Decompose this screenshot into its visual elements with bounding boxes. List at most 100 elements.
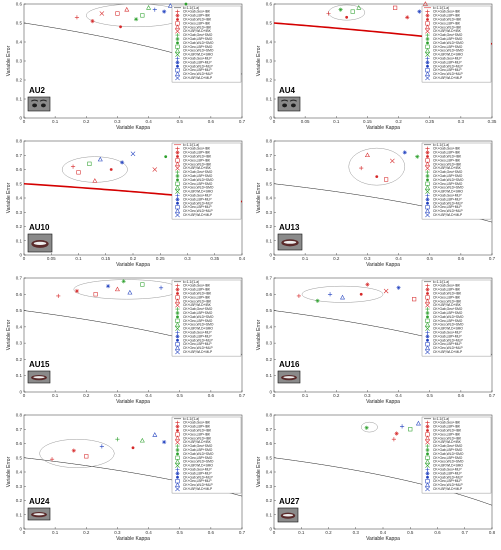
marker-plus <box>175 56 180 61</box>
x-tick-label: 0.1 <box>52 393 59 398</box>
x-tick-label: 0.3 <box>114 119 121 124</box>
legend-entry: CK+Geo,WLD+SMO <box>183 49 214 53</box>
legend-entry: CK+Geo,WLD+MLP <box>183 209 213 213</box>
legend: k=1-1/(1-a)CK+Gab,Geo+IBKCK+Gab,LBP+IBKC… <box>171 143 242 220</box>
marker-plus <box>425 193 430 198</box>
y-tick-label: 0.7 <box>16 153 23 158</box>
marker-star <box>364 425 369 430</box>
marker-star <box>396 285 401 290</box>
legend: k=1-1/(1-a)CK+Gab,Geo+IBKCK+Gab,LBP+IBKC… <box>421 143 492 220</box>
face-eye <box>32 103 38 108</box>
marker-triangle <box>425 47 430 53</box>
marker-square <box>76 170 81 175</box>
legend-entry: CK+Gab,LBP+IBK <box>433 151 461 155</box>
legend-entry: CK+Geo,WLD+MLP <box>183 72 213 76</box>
marker-x <box>425 326 430 331</box>
x-axis-label: Variable Kappa <box>366 262 400 268</box>
legend-box <box>421 416 492 494</box>
marker-dot <box>176 201 179 205</box>
x-tick-label: 0.1 <box>302 393 309 398</box>
legend-entry: CK+LBP,WLD+SMO <box>183 53 213 57</box>
legend-entry: CK+Gab,LBP+MLP <box>183 334 212 338</box>
legend-entry: CK+Gab,Geo+IBK <box>183 10 211 14</box>
marker-triangle <box>425 482 430 487</box>
y-tick-label: 0.4 <box>16 196 23 201</box>
x-axis-label: Variable Kappa <box>366 399 400 405</box>
legend-entry: CK+Gab,LBP+SMO <box>183 37 213 41</box>
y-tick-label: 0.6 <box>266 2 273 7</box>
legend-entry: CK+Geo,LBP+IBK <box>183 432 211 436</box>
legend-entry: CK+Gab,LBP+MLP <box>433 197 462 201</box>
legend-entry: CK+Gab,WLD+SMO <box>433 178 464 182</box>
marker-x <box>175 28 180 34</box>
y-tick-label: 0.1 <box>266 512 273 517</box>
marker-star <box>425 310 430 316</box>
y-tick-label: 0 <box>19 390 22 395</box>
marker-star <box>162 9 167 14</box>
marker-dot <box>184 2 188 6</box>
x-tick-label: 0.1 <box>302 256 309 261</box>
face-eye <box>290 103 296 108</box>
y-tick-label: 0.4 <box>266 470 273 475</box>
legend-entry: CK+Geo,LBP+IBK <box>183 295 211 299</box>
marker-star <box>417 9 422 14</box>
legend-entry: CK+Gab,LBP+SMO <box>183 174 213 178</box>
y-tick-label: 0.4 <box>266 196 273 201</box>
au-label: AU10 <box>29 223 50 232</box>
marker-star <box>425 334 430 339</box>
legend-entry: k=1-1/(1-a) <box>433 6 449 10</box>
y-tick-label: 0.5 <box>16 455 23 460</box>
x-tick-label: 0.1 <box>75 256 82 261</box>
legend-entry: CK+LBP,WLD+SMO <box>433 464 463 468</box>
kappa-error-curve <box>274 457 492 506</box>
legend-entry: CK+Geo,WLD+MLP <box>433 209 463 213</box>
legend-entry: CK+Gab,LBP+SMO <box>433 311 463 315</box>
marker-x <box>425 52 430 57</box>
legend-entry: CK+Gab,Geo+SMO <box>183 170 213 174</box>
y-axis-label: Variable Error <box>6 456 12 487</box>
face-teeth <box>283 376 295 379</box>
marker-plus <box>56 293 61 299</box>
marker-star <box>415 154 420 159</box>
x-tick-label: 0.6 <box>208 393 215 398</box>
x-tick-label: 0.4 <box>239 256 246 261</box>
marker-star <box>175 60 180 65</box>
legend-entry: CK+Gab,LBP+MLP <box>183 197 212 201</box>
marker-dot <box>426 64 429 68</box>
y-tick-label: 0 <box>269 390 272 395</box>
y-tick-label: 0.7 <box>266 427 273 432</box>
y-tick-label: 0.6 <box>266 441 273 446</box>
legend-entry: CK+Gab,Geo+IBK <box>433 284 461 288</box>
marker-plus <box>326 11 331 16</box>
y-tick-label: 0.6 <box>16 441 23 446</box>
legend: k=1-1/(1-a)CK+Gab,Geo+IBKCK+Gab,LBP+IBKC… <box>421 280 492 357</box>
marker-triangle <box>175 184 180 190</box>
marker-plus <box>158 285 164 290</box>
y-tick-label: 0.2 <box>16 498 23 503</box>
legend-entry: CK+Gab,WLD+IBK <box>183 18 212 22</box>
marker-x <box>175 189 180 194</box>
legend-entry: CK+LBP,WLD+IBK <box>433 303 462 307</box>
legend-entry: CK+Gab,LBP+SMO <box>433 37 463 41</box>
marker-star <box>394 431 399 436</box>
marker-plus <box>175 9 180 14</box>
legend-entry: CK+Gab,WLD+MLP <box>433 201 463 205</box>
legend-entry: CK+Gab,LBP+SMO <box>433 448 463 452</box>
y-tick-label: 0.6 <box>16 167 23 172</box>
marker-dot <box>176 64 179 68</box>
legend-box <box>171 416 242 494</box>
y-tick-label: 0 <box>19 253 22 258</box>
marker-triangle <box>425 71 430 76</box>
x-tick-label: 0.7 <box>489 256 496 261</box>
legend-entry: CK+Geo,WLD+SMO <box>433 323 464 327</box>
chart-panel-au10: 0 0.05 0.1 0.15 0.2 0.25 0.3 0.35 0.4 0 0.1 0.2 0.3 0… <box>6 139 246 269</box>
y-tick-label: 0.5 <box>266 181 273 186</box>
marker-x <box>425 165 430 171</box>
marker-star <box>175 287 180 292</box>
marker-plus <box>425 56 430 61</box>
face-teeth <box>283 240 297 244</box>
marker-triangle <box>425 435 430 441</box>
marker-square <box>350 9 355 14</box>
marker-triangle <box>425 321 430 327</box>
marker-star <box>365 282 370 287</box>
